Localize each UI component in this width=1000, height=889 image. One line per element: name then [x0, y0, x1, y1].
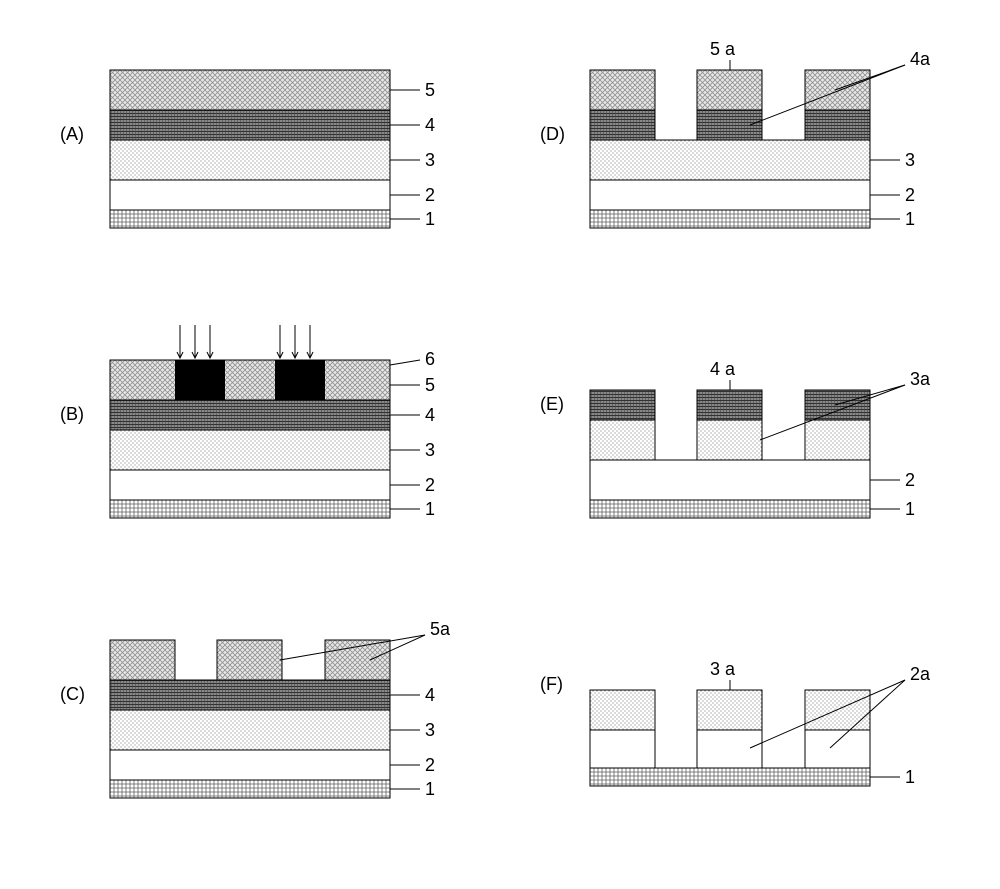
panel-C: (C) 5a 4 3 2 1: [60, 619, 451, 799]
label-4: 4: [425, 685, 435, 705]
pillar-1: [590, 690, 655, 768]
pillar-5-3: [325, 640, 390, 680]
layer-1: [590, 210, 870, 228]
layer-5: [110, 360, 390, 400]
layer-3: [590, 140, 870, 180]
label-1: 1: [425, 779, 435, 799]
arrows-group: [177, 325, 313, 358]
panel-label-D: (D): [540, 124, 565, 144]
layer-3: [110, 140, 390, 180]
mask-block-1: [175, 360, 225, 400]
panel-E: (E) 4 a 3a: [540, 359, 931, 519]
label-3a: 3a: [910, 369, 931, 389]
layer-1: [590, 500, 870, 518]
panel-F: (F) 3 a 2a: [540, 659, 931, 787]
label-5: 5: [425, 375, 435, 395]
label-4: 4: [425, 115, 435, 135]
layer-1: [110, 780, 390, 798]
layer-4: [110, 110, 390, 140]
pillar-2: [697, 690, 762, 768]
label-3a-top: 3 a: [710, 659, 736, 679]
label-5a-top: 5 a: [710, 39, 736, 59]
label-5a: 5a: [430, 619, 451, 639]
layer-5: [110, 70, 390, 110]
layer-4: [110, 680, 390, 710]
panel-B: (B) 6 5 4: [60, 325, 435, 519]
pillar-3: [805, 690, 870, 768]
mask-block-2: [275, 360, 325, 400]
layer-2: [110, 180, 390, 210]
pillar-2: [697, 70, 762, 140]
panel-label-B: (B): [60, 404, 84, 424]
pillar-1: [590, 390, 655, 460]
layer-2: [590, 180, 870, 210]
label-2: 2: [905, 470, 915, 490]
pillar-1: [590, 70, 655, 140]
label-1: 1: [425, 209, 435, 229]
label-2: 2: [905, 185, 915, 205]
label-1: 1: [905, 209, 915, 229]
pillar-2: [697, 390, 762, 460]
label-3: 3: [425, 440, 435, 460]
panel-label-A: (A): [60, 124, 84, 144]
panel-label-E: (E): [540, 394, 564, 414]
label-5: 5: [425, 80, 435, 100]
layer-1: [110, 210, 390, 228]
panel-label-C: (C): [60, 684, 85, 704]
label-4a-top: 4 a: [710, 359, 736, 379]
panel-A: (A) 5 4 3 2 1: [60, 70, 435, 229]
label-3: 3: [425, 150, 435, 170]
label-2: 2: [425, 185, 435, 205]
layer-2: [590, 460, 870, 500]
label-6: 6: [425, 349, 435, 369]
label-2a: 2a: [910, 664, 931, 684]
layer-1: [590, 768, 870, 786]
process-diagram: (A) 5 4 3 2 1 (D): [20, 20, 980, 869]
layer-2: [110, 750, 390, 780]
label-2: 2: [425, 755, 435, 775]
panel-label-F: (F): [540, 674, 563, 694]
label-1: 1: [905, 767, 915, 787]
pillar-5-2: [217, 640, 282, 680]
label-2: 2: [425, 475, 435, 495]
pillar-3: [805, 390, 870, 460]
panel-D: (D) 5 a 4a: [540, 39, 931, 229]
label-3: 3: [425, 720, 435, 740]
label-3: 3: [905, 150, 915, 170]
label-1: 1: [425, 499, 435, 519]
layer-1: [110, 500, 390, 518]
label-4: 4: [425, 405, 435, 425]
layer-4: [110, 400, 390, 430]
label-1: 1: [905, 499, 915, 519]
layer-3: [110, 710, 390, 750]
layer-3: [110, 430, 390, 470]
layer-2: [110, 470, 390, 500]
pillar-5-1: [110, 640, 175, 680]
label-4a: 4a: [910, 49, 931, 69]
